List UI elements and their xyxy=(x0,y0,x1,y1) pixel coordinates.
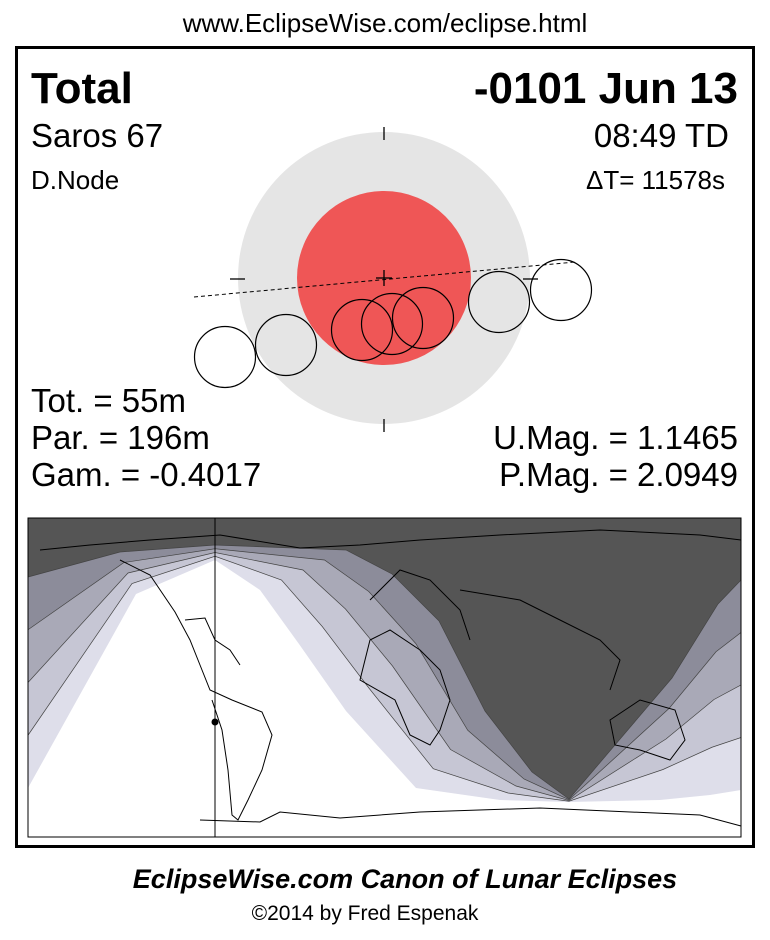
eclipse-geometry xyxy=(193,127,593,432)
coastline xyxy=(369,569,471,641)
moon-position-circle xyxy=(254,313,318,377)
greatest-eclipse-point xyxy=(211,718,219,726)
saros-number: Saros 67 xyxy=(31,117,164,154)
coastline xyxy=(39,529,742,551)
moon-position-circle xyxy=(467,270,531,334)
moon-position-circle xyxy=(193,325,257,389)
eclipse-type: Total xyxy=(31,64,133,113)
gamma: Gam. = -0.4017 xyxy=(31,456,262,493)
visibility-map xyxy=(27,517,742,838)
partial-duration: Par. = 196m xyxy=(31,419,210,456)
coastline xyxy=(199,807,742,827)
penumbral-magnitude: P.Mag. = 2.0949 xyxy=(499,456,738,493)
delta-t: ΔT= 11578s xyxy=(585,165,725,195)
copyright: ©2014 by Fred Espenak xyxy=(251,902,479,925)
moon-position-circle xyxy=(360,292,424,356)
diagram-frame xyxy=(15,46,755,848)
visibility-band xyxy=(28,560,741,837)
totality-duration: Tot. = 55m xyxy=(31,382,186,419)
eclipse-time: 08:49 TD xyxy=(593,117,729,154)
umbral-magnitude: U.Mag. = 1.1465 xyxy=(493,419,738,456)
coastline xyxy=(119,559,273,821)
footer-title: EclipseWise.com Canon of Lunar Eclipses xyxy=(132,864,678,894)
source-url: www.EclipseWise.com/eclipse.html xyxy=(182,8,588,38)
moon-position-circle xyxy=(330,298,394,362)
map-border xyxy=(27,517,742,838)
moon-position-circle xyxy=(529,258,593,322)
node: D.Node xyxy=(31,165,120,195)
moon-position-circle xyxy=(391,286,455,350)
coastline xyxy=(609,699,686,761)
coastline xyxy=(359,629,451,746)
eclipse-date: -0101 Jun 13 xyxy=(473,64,738,113)
coastline xyxy=(459,589,621,691)
